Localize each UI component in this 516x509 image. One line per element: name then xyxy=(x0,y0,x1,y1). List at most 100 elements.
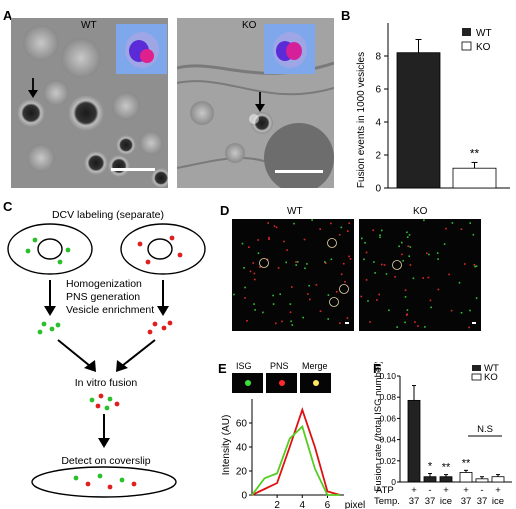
highlight-circle xyxy=(327,238,337,248)
vesicle-dot xyxy=(401,241,403,244)
y-tick-label: 0 xyxy=(391,477,396,487)
vesicle-dot xyxy=(254,278,256,281)
bar-ko xyxy=(491,476,505,483)
vesicle-dot xyxy=(252,262,255,264)
vesicle-dot xyxy=(325,262,327,264)
vesicle-dot xyxy=(347,230,349,232)
vesicle-dot xyxy=(427,276,430,279)
em-wt-drawing xyxy=(11,18,168,188)
panel-label-d: D xyxy=(220,203,230,218)
vesicle-dot xyxy=(408,255,410,257)
vesicle-dot xyxy=(473,264,476,266)
vesicle-dot xyxy=(402,259,404,262)
chart-b-significance: ** xyxy=(470,146,480,160)
legend-ko-swatch xyxy=(471,373,482,381)
fluor-ko-label: KO xyxy=(413,206,428,217)
vesicle-dot xyxy=(302,316,304,319)
vesicle-dot xyxy=(406,236,409,238)
bar-ko xyxy=(475,478,489,483)
bar-wt xyxy=(439,476,453,483)
panel-label-f: F xyxy=(373,361,381,376)
vesicle-dot xyxy=(295,261,297,263)
vesicle-dot xyxy=(388,309,390,312)
vesicle-dot xyxy=(376,299,378,301)
vesicle-dot xyxy=(268,238,270,241)
vesicle-dot xyxy=(283,240,285,243)
vesicle-dot xyxy=(293,222,295,225)
highlight-circle xyxy=(259,258,269,268)
vesicle-dot xyxy=(295,264,297,266)
vesicle-dot xyxy=(437,288,440,291)
legend-wt-swatch xyxy=(472,365,481,371)
tab-isg: ISG xyxy=(236,361,252,371)
y-tick-label: 0.02 xyxy=(379,456,396,466)
arrow-down-icon xyxy=(157,306,169,316)
vesicle-dot xyxy=(327,294,330,296)
y-tick-label: 0 xyxy=(241,491,247,502)
temp-value: 37 xyxy=(477,496,488,507)
vesicle-dot xyxy=(275,322,277,325)
y-tick-label: 0 xyxy=(375,184,381,195)
temp-value: 37 xyxy=(409,496,420,507)
vesicle-dot xyxy=(348,222,351,224)
scale-bar xyxy=(275,170,323,173)
bar-wt xyxy=(396,52,441,189)
atp-value: - xyxy=(480,485,483,496)
fluor-image-wt xyxy=(232,219,354,331)
legend-ko-swatch xyxy=(461,41,472,51)
nucleus xyxy=(37,238,63,260)
ns-label: N.S xyxy=(477,424,493,435)
vesicle-dot xyxy=(363,258,365,261)
vesicle-dot xyxy=(398,245,400,248)
arrow-diagonal-icon xyxy=(84,360,96,372)
highlight-circle xyxy=(329,297,339,307)
vesicle-dot xyxy=(285,261,287,264)
vesicle-dot xyxy=(417,325,419,327)
vesicle-dot xyxy=(406,309,409,311)
bar-wt xyxy=(423,476,437,483)
vesicle-dot xyxy=(319,310,322,312)
vesicle-dot xyxy=(267,222,269,224)
vesicle-dot xyxy=(244,286,246,289)
vesicle-dot xyxy=(458,281,461,284)
vesicle-dot xyxy=(273,225,276,227)
arrow-down-icon xyxy=(98,438,110,448)
chart-e-ylabel: Intensity (AU) xyxy=(221,415,232,476)
y-tick-label: 0.06 xyxy=(379,413,396,423)
vesicle-dot xyxy=(319,228,321,230)
vesicle-dot xyxy=(468,326,470,329)
vesicle-dot xyxy=(460,312,463,314)
vesicle-dot xyxy=(404,296,407,298)
bar-ko xyxy=(452,167,497,189)
vesicle-dot xyxy=(424,326,426,328)
highlight-circle xyxy=(392,260,402,270)
vesicle-dot xyxy=(303,238,306,241)
atp-value: + xyxy=(463,485,469,496)
vesicle-dot xyxy=(289,311,292,314)
vesicle-dot xyxy=(409,246,412,248)
step-pns: PNS generation xyxy=(66,291,140,303)
em-image-wt: WT xyxy=(11,18,168,188)
vesicle-dot xyxy=(304,267,306,270)
vesicle-dot xyxy=(266,258,269,261)
vesicle-dot xyxy=(307,293,309,295)
vesicle-dot xyxy=(379,236,381,239)
em-ko-label: KO xyxy=(242,20,257,31)
significance-marker: ** xyxy=(442,462,451,474)
temp-value: 37 xyxy=(425,496,436,507)
atp-value: - xyxy=(428,485,431,496)
vesicle-dot xyxy=(381,263,383,266)
vesicle-dot xyxy=(253,272,256,275)
fluor-image-ko xyxy=(359,219,481,331)
coverslip xyxy=(31,466,177,498)
vesicle-dot xyxy=(405,314,408,316)
vesicle-dot xyxy=(429,299,432,302)
vesicle-dot xyxy=(450,309,453,312)
step-enrichment: Vesicle enrichment xyxy=(66,304,154,316)
vesicle-dot xyxy=(383,264,386,266)
step-in-vitro-fusion: In vitro fusion xyxy=(75,377,138,389)
vesicle-dot xyxy=(346,317,349,319)
vesicle-dot xyxy=(289,303,292,305)
scale-bar xyxy=(111,168,155,171)
tab-merge: Merge xyxy=(302,361,328,371)
